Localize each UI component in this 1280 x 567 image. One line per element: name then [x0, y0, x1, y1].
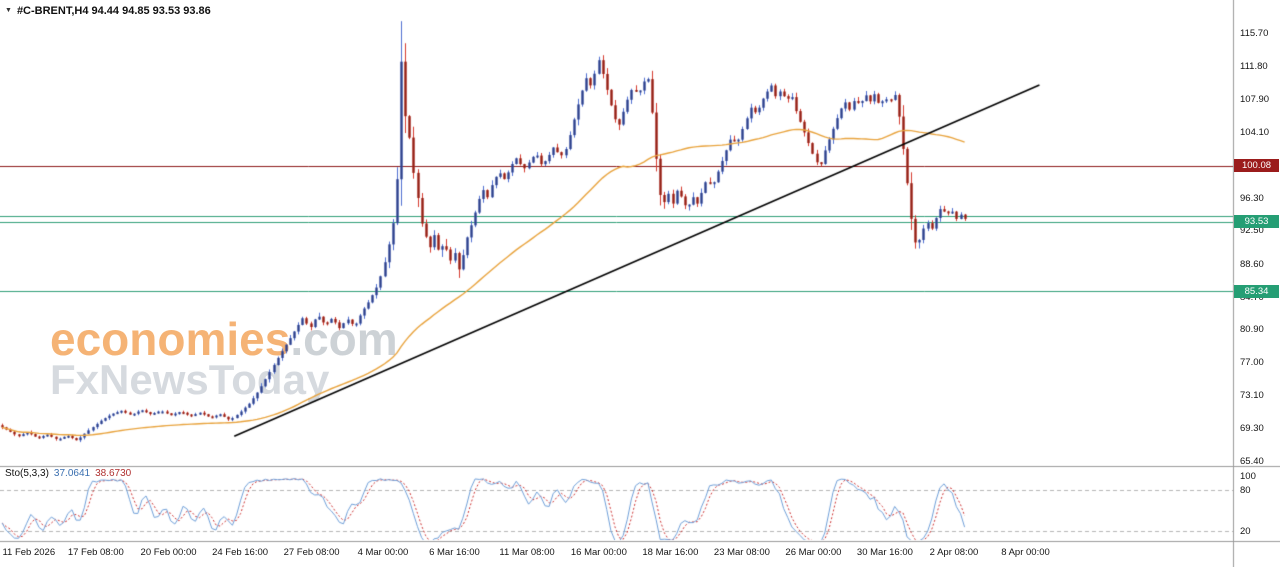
time-tick-label: 8 Apr 00:00 — [1001, 547, 1050, 558]
price-tick-label: 73.10 — [1240, 390, 1264, 402]
time-tick-label: 24 Feb 16:00 — [212, 547, 269, 558]
price-tick-label: 69.30 — [1240, 422, 1264, 434]
time-tick-label: 17 Feb 08:00 — [67, 547, 124, 558]
price-level-badge: 85.34 — [1234, 284, 1279, 298]
stochastic-d-value: 38.6730 — [95, 468, 132, 479]
price-tick-label: 107.90 — [1240, 94, 1270, 106]
time-tick-label: 30 Mar 16:00 — [856, 547, 913, 558]
time-tick-label: 4 Mar 00:00 — [357, 547, 409, 558]
time-tick-label: 20 Feb 00:00 — [140, 547, 197, 558]
price-tick-label: 111.80 — [1240, 61, 1268, 73]
time-tick-label: 2 Apr 08:00 — [929, 547, 979, 558]
chart-header: ▼ #C-BRENT,H4 94.44 94.85 93.53 93.86 — [5, 5, 211, 17]
price-tick-label: 104.10 — [1240, 126, 1270, 138]
price-tick-label: 88.60 — [1240, 258, 1264, 270]
chevron-down-icon[interactable]: ▼ — [5, 7, 12, 14]
time-tick-label: 27 Feb 08:00 — [283, 547, 340, 558]
price-tick-label: 80.90 — [1240, 324, 1264, 336]
time-tick-label: 23 Mar 08:00 — [713, 547, 770, 558]
price-level-badge: 100.08 — [1234, 159, 1279, 173]
price-tick-label: 77.00 — [1240, 357, 1264, 369]
time-axis[interactable]: 11 Feb 2026 17 Feb 08:00 20 Feb 00:00 24 Fe… — [0, 545, 1233, 567]
price-tick-label: 65.40 — [1240, 456, 1264, 467]
time-tick-label: 11 Mar 08:00 — [499, 547, 555, 558]
time-tick-label: 26 Mar 00:00 — [785, 547, 842, 558]
time-tick-label: 16 Mar 00:00 — [570, 547, 627, 558]
price-axis[interactable]: 115.70 111.80 107.90 104.10 96.30 92.50 88.60 8… — [1234, 0, 1280, 567]
sto-level-label: 80 — [1240, 484, 1251, 496]
symbol-ohlc-label: #C-BRENT,H4 94.44 94.85 93.53 93.86 — [16, 5, 211, 17]
time-tick-label: 6 Mar 16:00 — [429, 547, 480, 558]
sto-level-label: 100 — [1240, 471, 1256, 482]
price-tick-label: 96.30 — [1240, 193, 1264, 205]
time-tick-label: 11 Feb 2026 — [2, 547, 56, 558]
stochastic-name: Sto(5,3,3) — [5, 468, 49, 479]
sto-level-label: 20 — [1240, 526, 1251, 538]
price-tick-label: 92.50 — [1240, 225, 1264, 237]
stochastic-indicator-label: Sto(5,3,3) 37.0641 38.6730 — [5, 468, 131, 479]
stochastic-k-value: 37.0641 — [53, 468, 91, 479]
price-level-badge: 93.53 — [1234, 215, 1279, 229]
time-tick-label: 18 Mar 16:00 — [642, 547, 699, 558]
price-tick-label: 115.70 — [1240, 28, 1269, 39]
